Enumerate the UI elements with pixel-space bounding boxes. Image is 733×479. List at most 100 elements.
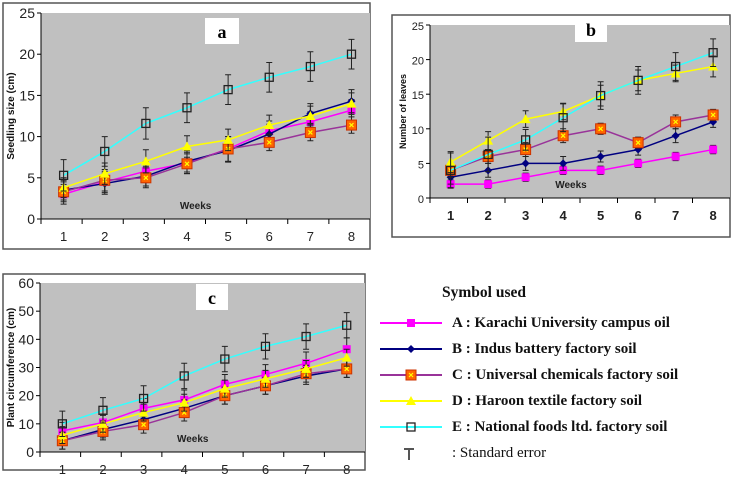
series-line-C — [62, 368, 347, 442]
y-tick-label: 0 — [27, 211, 35, 227]
data-point-E — [346, 49, 357, 59]
error-bar — [183, 92, 190, 124]
data-point-C-x — [635, 140, 641, 146]
series-line-D — [62, 356, 347, 436]
data-point-E — [138, 393, 149, 404]
legend-label: D : Haroon textile factory soil — [452, 392, 643, 409]
data-point-C-x — [673, 119, 679, 125]
data-point-E — [520, 135, 531, 145]
y-tick-label: 0 — [26, 444, 34, 460]
y-tick-label: 15 — [412, 90, 424, 102]
error-bar — [221, 345, 228, 373]
series-line-A — [62, 348, 347, 432]
data-point-A — [521, 173, 530, 182]
series-line-B — [62, 368, 347, 442]
data-point-C-x — [560, 133, 566, 139]
x-tick-label: 6 — [266, 229, 273, 244]
x-tick-label: 1 — [447, 208, 454, 223]
data-point-E — [264, 72, 274, 82]
series-C — [58, 116, 357, 203]
series-line-E — [63, 53, 352, 176]
x-tick-label: 3 — [522, 208, 529, 223]
data-point-E — [223, 84, 233, 95]
plot-area — [430, 25, 730, 198]
panel-c: 0 10 20 30 40 50 60 1 2 3 4 5 6 7 8 Weeks Plant circumfe… — [2, 273, 366, 477]
data-point-D — [138, 407, 149, 417]
series-line-D — [63, 102, 352, 189]
x-tick-label: 8 — [343, 462, 350, 477]
series-E — [58, 38, 357, 192]
error-bar — [560, 103, 567, 133]
data-point-E — [595, 90, 606, 101]
series-line-C — [63, 124, 352, 193]
series-D — [58, 92, 357, 199]
series-line-B — [450, 121, 714, 178]
x-axis-label: Weeks — [555, 180, 587, 191]
legend-item-E: E : National foods ltd. factory soil — [380, 414, 678, 440]
legend-item-A: A : Karachi University campus oil — [380, 310, 678, 336]
data-point-C-x — [349, 122, 354, 128]
panel-label-box — [575, 16, 607, 42]
y-tick-label: 30 — [18, 360, 34, 376]
legend: Symbol used A : Karachi University campu… — [380, 284, 678, 466]
series-D — [57, 348, 352, 445]
y-tick-label: 60 — [18, 275, 34, 291]
y-tick-label: 25 — [19, 5, 35, 21]
panel-b: 0 5 10 15 20 25 1 2 3 4 5 6 7 8 Weeks Number of leaves b — [391, 14, 731, 238]
data-point-E — [558, 113, 568, 123]
x-tick-label: 7 — [672, 208, 679, 223]
y-tick-label: 20 — [18, 388, 34, 404]
legend-item-C: C : Universal chemicals factory soil — [380, 362, 678, 388]
y-tick-label: 20 — [412, 56, 424, 68]
data-point-C-x — [710, 112, 716, 118]
legend-label: E : National foods ltd. factory soil — [452, 418, 668, 435]
data-point-C-x — [266, 139, 272, 145]
x-tick-label: 5 — [597, 208, 604, 223]
legend-swatch-icon — [380, 396, 442, 405]
series-E — [57, 312, 352, 438]
data-point-D — [219, 383, 230, 393]
x-tick-label: 1 — [59, 462, 66, 477]
legend-item-D: D : Haroon textile factory soil — [380, 388, 678, 414]
data-point-E — [100, 146, 110, 157]
data-point-C-x — [307, 130, 313, 135]
error-bar — [343, 312, 350, 339]
legend-label: C : Universal chemicals factory soil — [452, 366, 679, 383]
data-point-B — [596, 152, 605, 161]
data-point-E — [483, 149, 493, 160]
error-bar — [99, 397, 106, 424]
x-tick-label: 5 — [225, 229, 232, 244]
y-tick-label: 5 — [27, 170, 35, 186]
data-point-D — [341, 352, 352, 362]
y-tick-label: 0 — [418, 194, 424, 206]
data-point-B — [521, 159, 530, 168]
y-tick-label: 10 — [18, 416, 34, 432]
data-point-D — [181, 141, 192, 151]
legend-marker-icon — [407, 319, 415, 327]
data-point-D — [140, 156, 151, 166]
data-point-A — [671, 152, 680, 161]
data-point-A — [709, 145, 718, 154]
legend-label: A : Karachi University campus oil — [452, 314, 670, 331]
x-tick-label: 2 — [101, 229, 108, 244]
legend-swatch-icon — [380, 345, 442, 353]
data-point-E — [182, 103, 192, 113]
data-point-D — [179, 397, 190, 407]
x-axis-label: Weeks — [180, 201, 212, 212]
legend-swatch-icon — [380, 422, 442, 432]
data-point-E — [305, 61, 316, 72]
data-point-B — [559, 159, 568, 168]
error-bar — [262, 333, 269, 360]
data-point-E — [220, 354, 230, 364]
legend-item-error: : Standard error — [380, 440, 678, 466]
data-point-A — [634, 159, 643, 168]
data-point-E — [98, 405, 108, 415]
x-tick-label: 1 — [60, 229, 67, 244]
error-bar — [101, 136, 108, 167]
data-point-D — [264, 120, 275, 130]
x-tick-label: 4 — [181, 462, 188, 477]
error-bar — [447, 152, 454, 189]
y-tick-label: 15 — [19, 87, 35, 103]
series-E — [445, 38, 718, 189]
panel-a: 0 5 10 15 20 25 1 2 3 4 5 6 7 8 Weeks Seedling size (cm… — [2, 2, 371, 250]
